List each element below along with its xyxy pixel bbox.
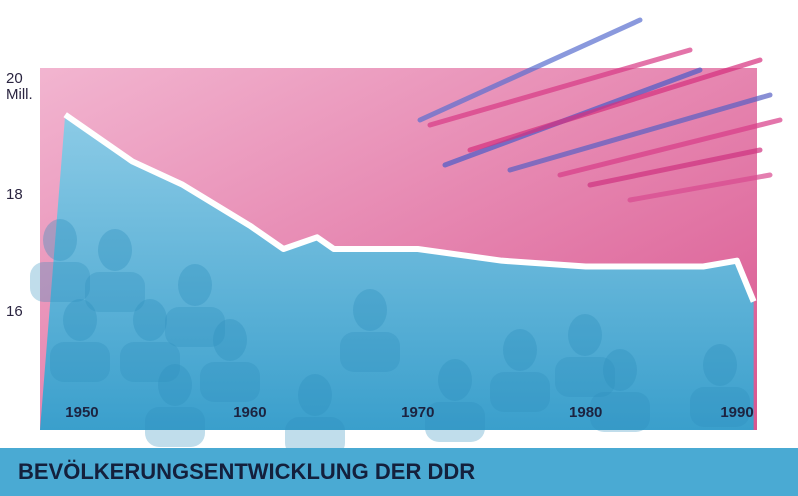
x-tick-label: 1960 xyxy=(233,404,266,421)
x-tick-label: 1950 xyxy=(65,404,98,421)
silhouette-head xyxy=(568,314,602,356)
silhouette-body xyxy=(490,372,550,412)
y-tick-label-box: 16 xyxy=(6,304,23,321)
silhouette-body xyxy=(285,417,345,457)
x-tick-label: 1970 xyxy=(401,404,434,421)
silhouette-head xyxy=(353,289,387,331)
y-tick-label: 16 xyxy=(6,304,23,321)
decor-stroke xyxy=(427,47,693,128)
y-tick-label-box: 18 xyxy=(6,187,23,204)
y-tick-label: 18 xyxy=(6,187,23,204)
silhouette-head xyxy=(133,299,167,341)
silhouette-body xyxy=(145,407,205,447)
silhouette-body xyxy=(120,342,180,382)
silhouette-body xyxy=(425,402,485,442)
y-tick-label-box: 20 Mill. xyxy=(6,70,33,103)
silhouette-head xyxy=(503,329,537,371)
silhouette-body xyxy=(340,332,400,372)
silhouette-head xyxy=(213,319,247,361)
silhouette-body xyxy=(200,362,260,402)
silhouette-head xyxy=(603,349,637,391)
silhouette-body xyxy=(30,262,90,302)
area xyxy=(40,114,757,430)
chart-title: BEVÖLKERUNGSENTWICKLUNG DER DDR xyxy=(18,459,475,484)
silhouette-head xyxy=(703,344,737,386)
decor-stroke xyxy=(417,17,643,123)
decor-stroke xyxy=(627,172,773,203)
silhouette-head xyxy=(178,264,212,306)
silhouette-head xyxy=(98,229,132,271)
silhouette-body xyxy=(555,357,615,397)
x-tick-label: 1990 xyxy=(720,404,753,421)
title-banner xyxy=(0,448,798,496)
silhouette-head xyxy=(438,359,472,401)
silhouette-body xyxy=(85,272,145,312)
silhouette-body xyxy=(590,392,650,432)
decor-stroke xyxy=(557,117,783,178)
silhouette-head xyxy=(43,219,77,261)
y-tick-label: 20 Mill. xyxy=(6,70,33,103)
silhouette-head xyxy=(158,364,192,406)
decor-stroke xyxy=(587,147,763,188)
silhouette-body xyxy=(50,342,110,382)
x-tick-label: 1980 xyxy=(569,404,602,421)
silhouette-head xyxy=(63,299,97,341)
silhouette-body xyxy=(165,307,225,347)
line xyxy=(63,112,757,303)
silhouette-head xyxy=(298,374,332,416)
decor-stroke xyxy=(467,57,763,153)
silhouette-body xyxy=(690,387,750,427)
decor-stroke xyxy=(507,92,773,173)
